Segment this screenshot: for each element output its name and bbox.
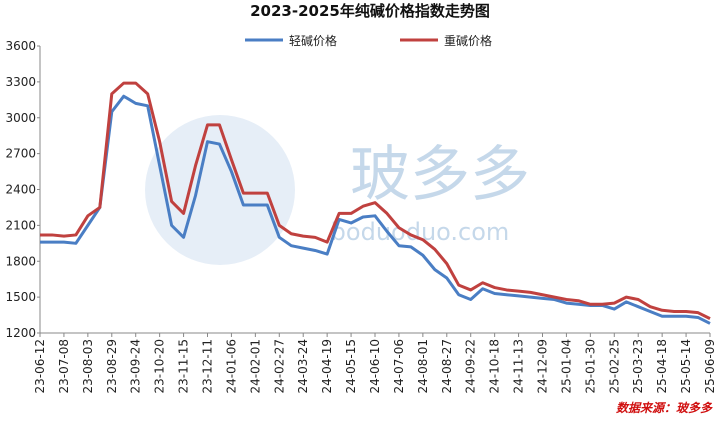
y-tick-label: 2100	[5, 218, 36, 232]
x-tick-label: 25-04-18	[655, 339, 669, 393]
x-tick-label: 25-03-23	[631, 339, 645, 393]
x-tick-label: 23-11-15	[177, 339, 191, 393]
x-tick-label: 23-06-12	[33, 339, 47, 393]
y-tick-label: 1200	[5, 326, 36, 340]
x-tick-label: 24-06-10	[368, 339, 382, 393]
watermark: 玻多多	[350, 140, 530, 210]
x-tick-label: 24-05-15	[344, 339, 358, 393]
x-tick-label: 24-07-06	[392, 339, 406, 393]
x-tick-label: 23-09-24	[129, 339, 143, 393]
legend-label: 轻碱价格	[289, 33, 337, 48]
y-tick-label: 3300	[5, 75, 36, 89]
x-tick-label: 24-04-19	[320, 339, 334, 393]
y-tick-label: 2400	[5, 183, 36, 197]
x-tick-label: 25-01-04	[559, 339, 573, 393]
x-tick-label: 23-08-29	[105, 339, 119, 393]
x-tick-label: 24-08-27	[440, 339, 454, 393]
x-tick-label: 24-11-13	[512, 339, 526, 393]
x-tick-label: 24-12-09	[536, 339, 550, 393]
x-tick-label: 25-05-14	[679, 339, 693, 393]
x-tick-label: 24-09-22	[464, 339, 478, 393]
x-tick-label: 23-08-03	[81, 339, 95, 393]
series-line	[40, 81, 711, 320]
y-tick-label: 2700	[5, 147, 36, 161]
chart-title: 2023-2025年纯碱价格指数走势图	[250, 2, 490, 20]
y-tick-label: 3600	[5, 39, 36, 53]
x-tick-label: 24-10-18	[488, 339, 502, 393]
x-tick-label: 23-10-20	[153, 339, 167, 393]
x-tick-label: 25-06-09	[703, 339, 717, 393]
x-tick-label: 25-02-25	[607, 339, 621, 393]
x-tick-label: 25-01-30	[583, 339, 597, 393]
source: 数据来源：玻多多	[616, 401, 713, 415]
y-tick-label: 1500	[5, 290, 36, 304]
x-tick-label: 24-01-06	[224, 339, 238, 393]
x-tick-label: 23-07-08	[57, 339, 71, 393]
legend-label: 重碱价格	[444, 33, 492, 48]
x-tick-label: 24-03-24	[296, 339, 310, 393]
y-tick-label: 1800	[5, 254, 36, 268]
y-tick-label: 3000	[5, 111, 36, 125]
x-tick-label: 24-02-27	[272, 339, 286, 393]
x-tick-label: 24-08-01	[416, 339, 430, 393]
x-tick-label: 23-12-11	[201, 339, 215, 393]
x-tick-label: 24-02-01	[248, 339, 262, 393]
watermark-logo	[145, 115, 295, 265]
watermark: boduoduo.com	[331, 218, 510, 246]
